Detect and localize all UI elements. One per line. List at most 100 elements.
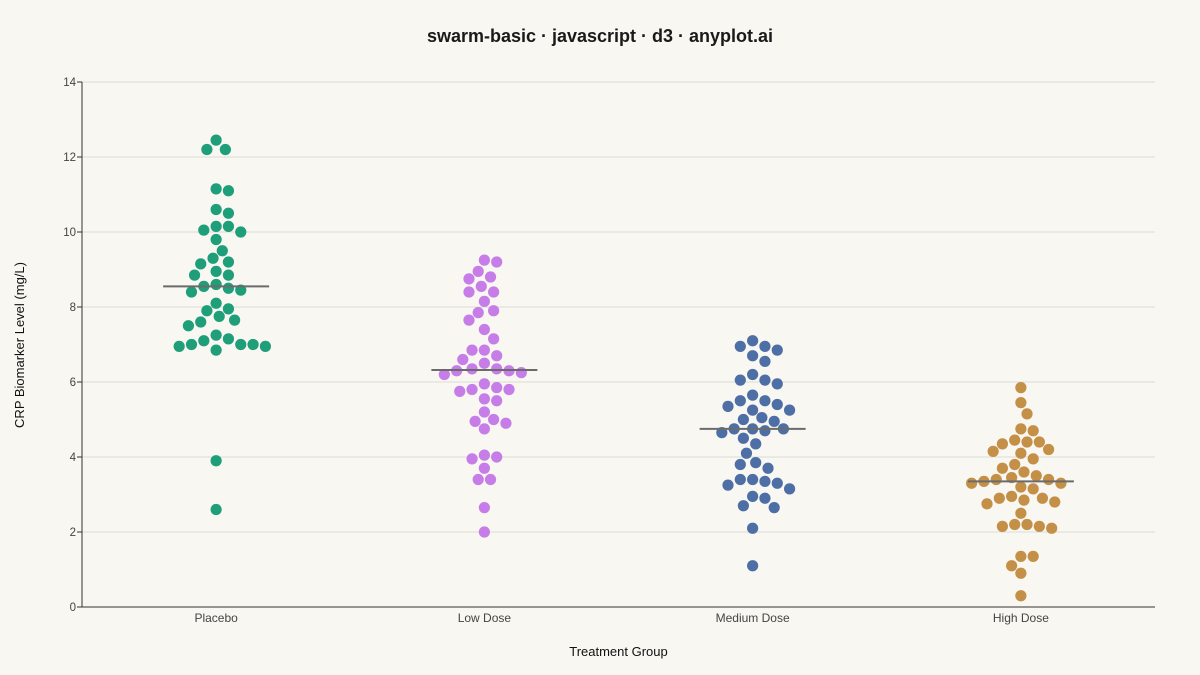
- data-point: [478, 295, 490, 307]
- y-tick-label: 8: [70, 302, 76, 314]
- data-point: [771, 344, 783, 356]
- data-point: [210, 455, 222, 467]
- data-point: [207, 252, 219, 264]
- y-tick-label: 6: [70, 377, 76, 389]
- data-point: [210, 278, 222, 291]
- data-point: [759, 340, 771, 352]
- data-point: [210, 329, 222, 341]
- data-point: [1006, 490, 1018, 502]
- data-point: [222, 256, 235, 268]
- data-point: [478, 406, 490, 418]
- data-point: [472, 265, 484, 277]
- data-point: [771, 398, 783, 411]
- data-point: [466, 344, 478, 356]
- data-point: [1015, 481, 1027, 493]
- data-point: [734, 395, 746, 407]
- data-point: [491, 256, 503, 268]
- data-point: [1042, 473, 1055, 486]
- data-point: [259, 340, 272, 352]
- data-point: [488, 286, 500, 298]
- data-point: [463, 286, 475, 298]
- data-point: [182, 320, 195, 332]
- data-point: [1027, 550, 1039, 562]
- data-point: [734, 374, 746, 386]
- y-axis-title: CRP Biomarker Level (mg/L): [12, 262, 27, 428]
- data-point: [466, 453, 478, 465]
- data-point: [491, 382, 503, 394]
- data-point: [1046, 522, 1058, 534]
- data-point: [457, 353, 469, 366]
- data-point: [747, 335, 759, 347]
- data-point: [247, 338, 259, 351]
- data-point: [783, 404, 796, 416]
- data-point: [201, 305, 213, 317]
- y-tick-label: 10: [63, 227, 76, 239]
- x-tick-label: Low Dose: [458, 611, 512, 625]
- data-point: [996, 438, 1008, 450]
- data-point: [213, 310, 225, 322]
- data-point: [993, 492, 1005, 504]
- data-point: [759, 475, 771, 487]
- data-point: [222, 220, 235, 232]
- data-point: [491, 395, 503, 407]
- data-point: [722, 400, 734, 412]
- data-point: [759, 425, 771, 437]
- data-point: [173, 340, 185, 352]
- data-point: [1015, 447, 1027, 459]
- data-point: [1042, 443, 1055, 456]
- data-point: [750, 438, 762, 450]
- data-point: [478, 423, 490, 435]
- chart-title: swarm-basic · javascript · d3 · anyplot.…: [427, 26, 773, 46]
- data-point: [734, 340, 746, 352]
- data-point: [747, 368, 759, 381]
- data-point: [210, 220, 222, 232]
- data-point: [1009, 518, 1021, 531]
- data-point: [996, 520, 1008, 532]
- data-point: [500, 417, 512, 429]
- data-point: [478, 526, 490, 538]
- data-point: [198, 224, 210, 236]
- y-ticks: 0 2 4 6 8 10 12 14: [63, 77, 82, 614]
- median-lines: [163, 285, 1074, 483]
- data-point: [734, 473, 746, 486]
- data-point: [235, 226, 247, 238]
- y-tick-label: 4: [70, 452, 77, 464]
- data-point: [229, 314, 241, 326]
- x-category-labels: Placebo Low Dose Medium Dose High Dose: [194, 611, 1049, 625]
- data-point: [740, 447, 753, 459]
- data-point: [762, 462, 774, 474]
- y-tick-label: 14: [63, 77, 76, 89]
- data-point: [1027, 453, 1039, 465]
- data-point: [737, 500, 749, 512]
- data-point: [466, 363, 478, 375]
- data-point: [1018, 466, 1030, 478]
- data-points: [173, 134, 1067, 602]
- data-point: [722, 479, 734, 491]
- y-tick-label: 2: [70, 527, 76, 539]
- data-point: [1049, 496, 1061, 508]
- data-point: [222, 207, 235, 219]
- data-point: [478, 344, 490, 356]
- data-point: [1015, 550, 1027, 562]
- data-point: [759, 395, 771, 407]
- data-point: [210, 183, 222, 195]
- data-point: [1036, 492, 1049, 504]
- data-point: [210, 265, 222, 277]
- data-point: [747, 522, 759, 534]
- data-point: [987, 445, 999, 457]
- data-point: [188, 269, 201, 281]
- data-point: [195, 316, 207, 328]
- data-point: [210, 233, 222, 246]
- data-point: [222, 269, 235, 281]
- data-point: [488, 333, 500, 345]
- data-point: [491, 363, 503, 375]
- data-point: [734, 458, 746, 471]
- data-point: [472, 307, 484, 319]
- data-point: [463, 314, 475, 326]
- x-tick-label: High Dose: [993, 611, 1049, 625]
- axes: [81, 82, 1155, 608]
- data-point: [488, 305, 500, 317]
- data-point: [996, 462, 1008, 474]
- data-point: [478, 502, 490, 514]
- data-point: [210, 134, 222, 146]
